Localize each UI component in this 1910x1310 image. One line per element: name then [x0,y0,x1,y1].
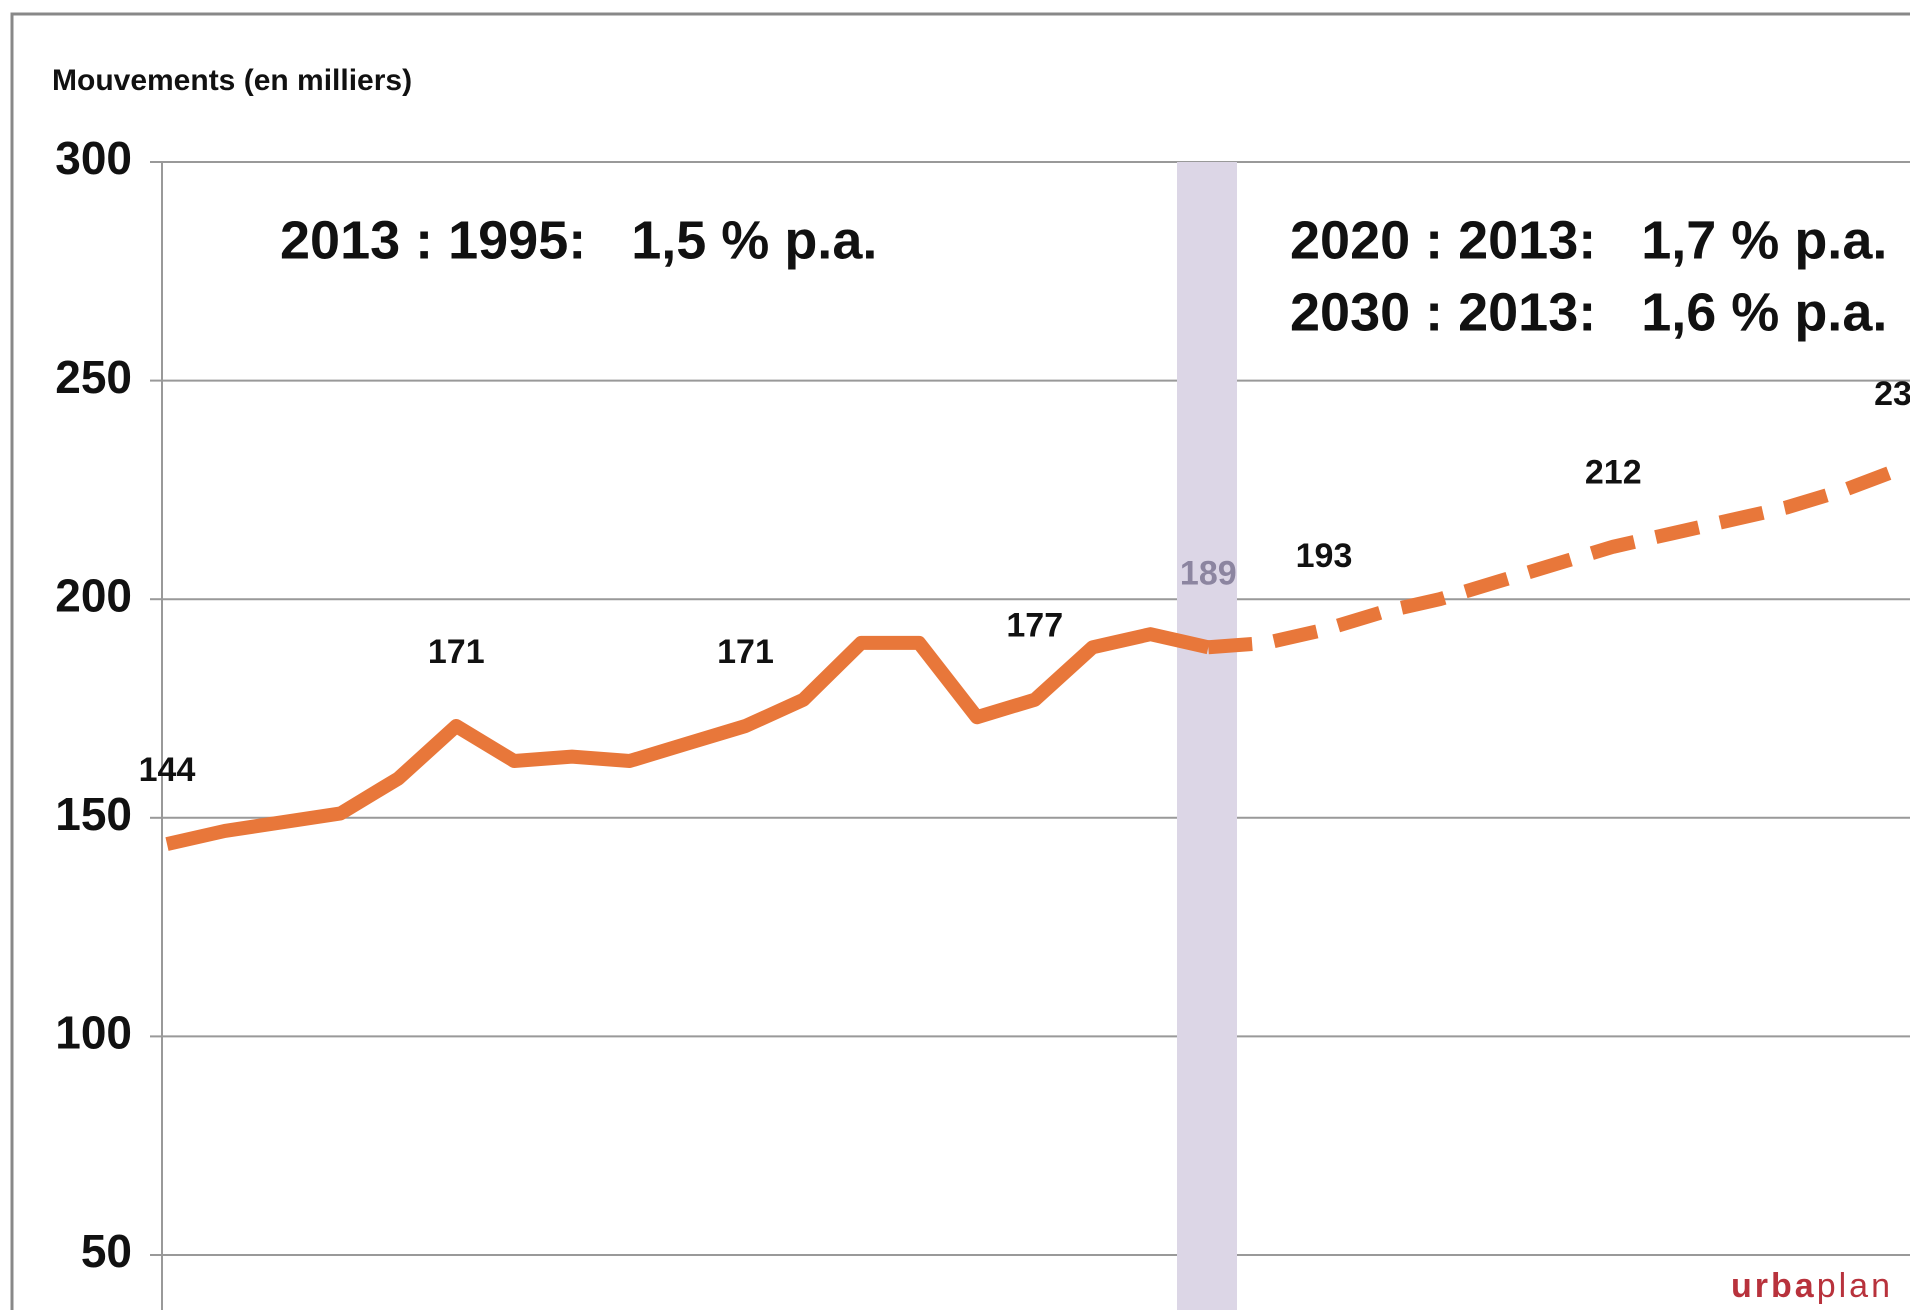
y-tick-label: 250 [55,351,132,403]
annotation: 2013 : 1995: 1,5 % p.a. [280,210,877,270]
line-series [165,627,1210,851]
data-label: 171 [717,633,774,671]
data-label: 189 [1180,554,1237,592]
y-tick-label: 50 [81,1225,132,1277]
data-label: 193 [1296,537,1353,575]
logo: urbaplan [1731,1267,1893,1305]
y-tick-label: 300 [55,132,132,184]
y-tick-label: 150 [55,788,132,840]
y-axis-title: Mouvements (en milliers) [52,64,412,97]
logo-part: urba [1731,1267,1817,1305]
frame [10,12,1910,1310]
data-label: 171 [428,633,485,671]
y-tick-label: 200 [55,569,132,621]
data-label: 177 [1006,607,1063,645]
annotation: 2030 : 2013: 1,6 % p.a. [1290,282,1887,342]
y-tick-label: 100 [55,1007,132,1059]
data-label: 144 [139,751,196,789]
logo-part: plan [1817,1267,1893,1305]
highlight-band [1177,162,1237,1310]
data-label: 230 [1874,375,1910,413]
line-series [1207,461,1905,655]
data-label: 212 [1585,454,1642,492]
annotation: 2020 : 2013: 1,7 % p.a. [1290,210,1887,270]
